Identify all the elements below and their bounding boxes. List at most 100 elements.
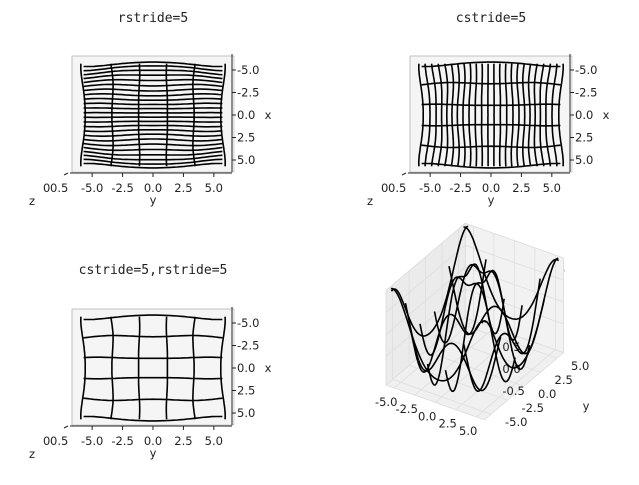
wireframe-col-line — [462, 278, 541, 393]
wireframe-row-line — [83, 129, 223, 133]
wireframe-row-line — [83, 97, 223, 101]
wireframe-row-line — [83, 120, 223, 123]
x-tick-label: 0.0 — [237, 361, 255, 375]
wireframe-col-line — [137, 316, 141, 420]
subplot-4: cstride=5,rstride=5-5.0-2.50.02.55.0-5.0… — [375, 222, 590, 438]
y-tick-label: -5.0 — [505, 415, 527, 429]
wireframe-row-line — [83, 397, 223, 402]
x-tick-label: 5.0 — [237, 406, 255, 420]
subplot-title: cstride=5,rstride=5 — [79, 263, 228, 278]
wireframe-col-line — [444, 63, 449, 167]
y-axis-label: y — [583, 399, 590, 413]
x-tick-label: 5.0 — [459, 424, 477, 438]
y-tick-label: -5.0 — [419, 181, 441, 195]
wireframe-row-line — [463, 226, 560, 321]
wireframe-col-line — [462, 63, 466, 167]
wireframe-row-line — [83, 356, 223, 360]
wireframe-col-line — [498, 63, 502, 167]
y-tick-label: -2.5 — [449, 181, 471, 195]
wireframe-col-line — [437, 63, 443, 167]
wireframe-col-line — [426, 263, 505, 386]
y-tick-label: 0.0 — [482, 181, 500, 195]
pane-background — [71, 308, 235, 426]
wireframe-row-line — [83, 142, 223, 147]
wireframe-row-line — [83, 83, 223, 88]
wireframe-row-line — [83, 150, 223, 156]
y-tick-label: 0.0 — [144, 181, 162, 195]
wireframe-row-line — [83, 88, 223, 92]
wireframe-col-line — [480, 63, 484, 167]
x-tick-label: 5.0 — [237, 153, 255, 167]
grid-line — [465, 244, 564, 281]
wireframe-row-line — [83, 138, 223, 142]
subplot-2: cstride=5 -5.0 -2.5 0.0 2.5 5.0 x -5.0 -2.5 0.0 2.… — [367, 11, 610, 208]
wireframe-col-line — [418, 63, 424, 167]
wireframe-col-line — [450, 63, 455, 167]
wireframe-row-line — [83, 102, 223, 106]
wireframe-row-line — [421, 103, 561, 107]
z-axis-line — [401, 172, 407, 176]
wireframe-col-line — [80, 316, 86, 420]
wireframe-col-line — [220, 316, 226, 420]
y-tick-label: 2.5 — [174, 181, 192, 195]
pane-background — [409, 55, 573, 173]
wireframe-row-line — [83, 162, 223, 169]
x-tick-label: 0.0 — [575, 108, 593, 122]
wireframe-col-line — [408, 259, 487, 373]
z-tick-label: 0 — [43, 434, 50, 448]
wireframe — [80, 314, 226, 422]
y-tick-label: 2.5 — [555, 373, 573, 387]
wireframe-col-line — [192, 316, 196, 420]
z-tick-label: 0.5 — [50, 434, 68, 448]
wireframe-row-line — [83, 124, 223, 128]
subplot-title: rstride=5 — [118, 11, 188, 26]
y-tick-label: -2.5 — [111, 434, 133, 448]
wireframe-col-line — [558, 63, 564, 167]
wireframe-row-line — [83, 61, 223, 68]
wireframe-row-line — [83, 74, 223, 80]
y-axis-label: y — [150, 193, 157, 207]
wireframe-row-line — [83, 133, 223, 137]
z-axis-label: z — [367, 194, 373, 208]
y-tick-label: 5.0 — [205, 434, 223, 448]
wireframe-row-line — [83, 107, 223, 110]
x-tick-label: 2.5 — [237, 131, 255, 145]
wireframe-row-line — [83, 146, 223, 152]
wireframe — [80, 61, 226, 169]
wireframe-col-line — [510, 63, 514, 167]
z-tick-label: -0.5 — [502, 384, 524, 398]
y-tick-label: 2.5 — [512, 181, 530, 195]
y-axis-label: y — [150, 446, 157, 460]
y-tick-label: 0.0 — [144, 434, 162, 448]
x-tick-label: -5.0 — [237, 63, 259, 77]
x-tick-label: -2.5 — [575, 86, 597, 100]
x-tick-label: 5.0 — [575, 153, 593, 167]
wireframe-row-line — [433, 263, 531, 371]
subplot-title: cstride=5 — [456, 11, 526, 26]
wireframe-col-line — [430, 63, 437, 167]
wireframe-row-line — [83, 415, 223, 422]
z-tick-label: 0 — [43, 181, 50, 195]
y-tick-label: -5.0 — [81, 434, 103, 448]
y-tick-label: 5.0 — [205, 181, 223, 195]
wireframe-col-line — [165, 63, 169, 167]
z-axis-label: z — [29, 194, 35, 208]
x-tick-label: -5.0 — [375, 395, 397, 409]
z-axis-line — [63, 425, 69, 429]
x-tick-label: -5.0 — [575, 63, 597, 77]
grid-line — [475, 349, 556, 418]
z-tick-label: 0 — [381, 181, 388, 195]
x-axis-label: x — [265, 361, 272, 375]
wireframe-col-line — [220, 63, 226, 167]
wireframe-row-line — [83, 93, 223, 97]
y-axis-label: y — [488, 193, 495, 207]
wireframe-col-line — [516, 63, 520, 167]
wireframe-row-line — [83, 376, 223, 380]
wireframe-col-line — [527, 63, 532, 167]
y-tick-label: -2.5 — [111, 181, 133, 195]
wireframe-col-line — [165, 316, 169, 420]
x-tick-label: -5.0 — [237, 316, 259, 330]
wireframe-row-line — [83, 69, 223, 76]
x-axis-label: x — [265, 108, 272, 122]
wireframe-col-line — [545, 63, 552, 167]
